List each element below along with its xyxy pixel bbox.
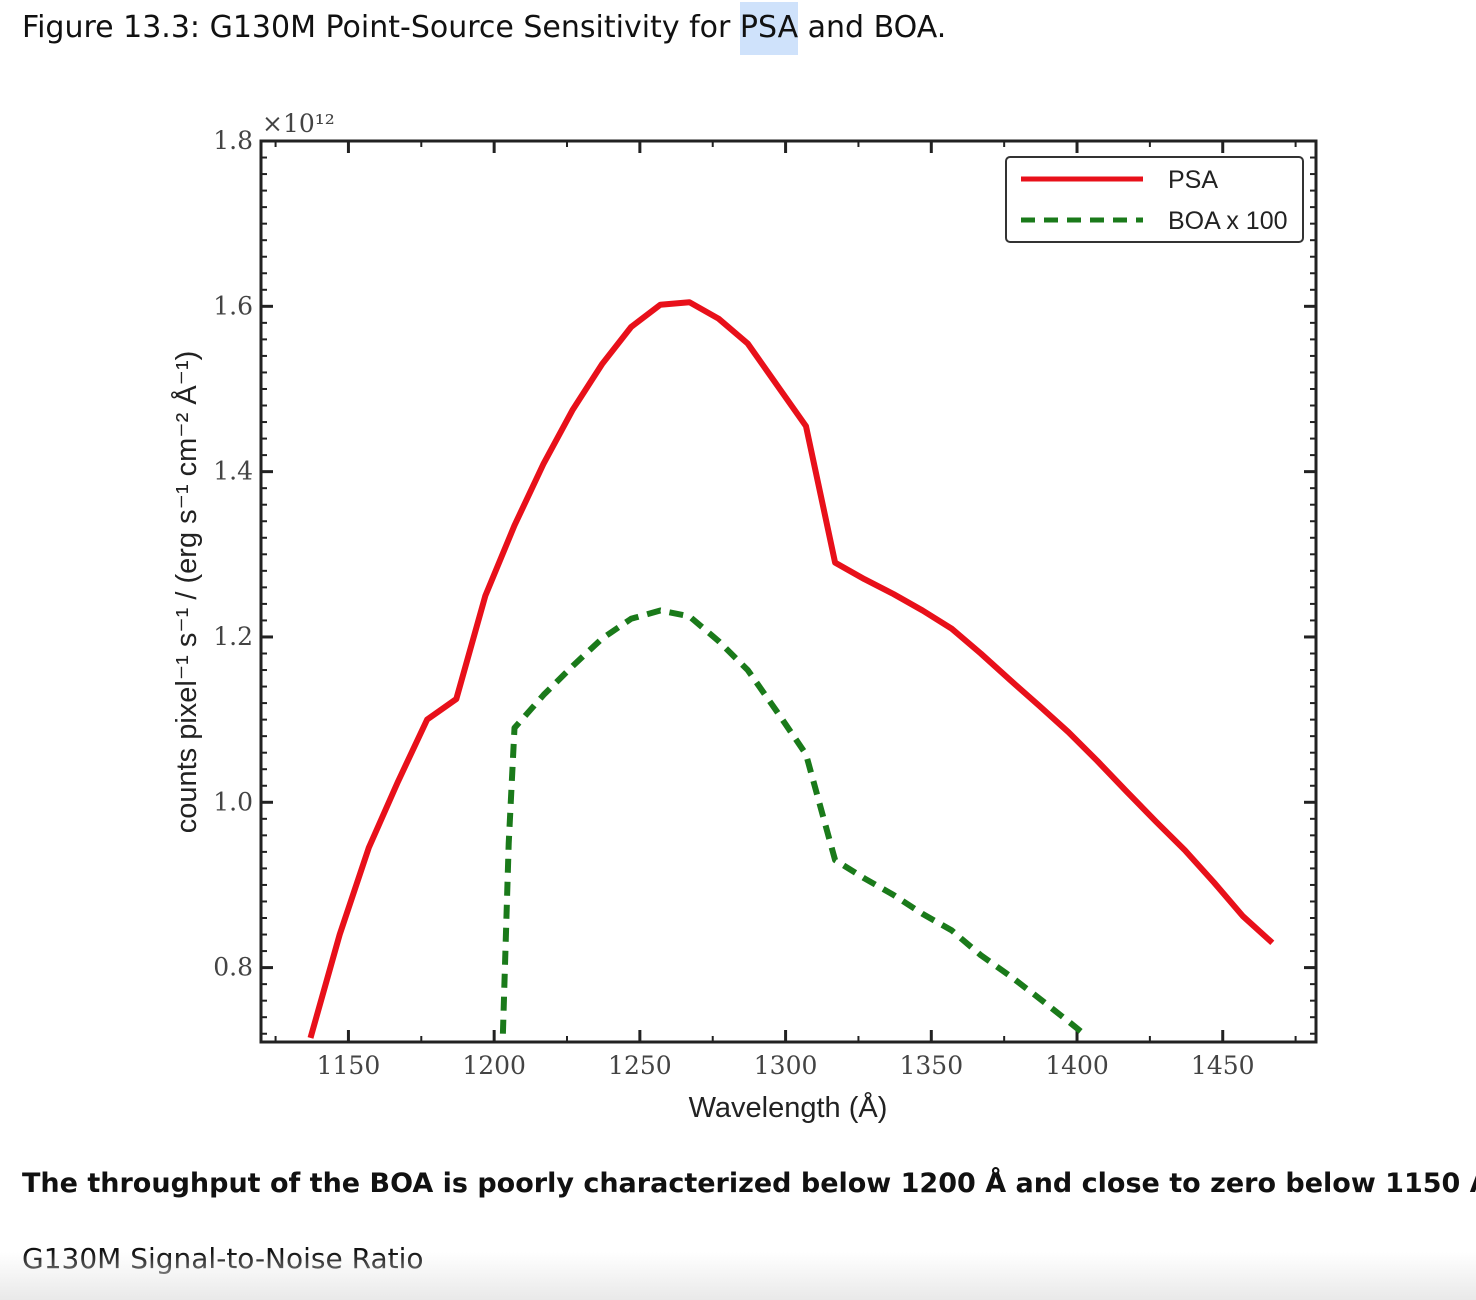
legend-label-psa: PSA (1168, 166, 1218, 194)
x-tick-label: 1200 (462, 1051, 526, 1080)
search-highlight: PSA (739, 2, 799, 55)
legend-label-boa: BOA x 100 (1168, 207, 1288, 235)
y-tick-labels: 0.8 1.0 1.2 1.4 1.6 1.8 (213, 126, 253, 982)
x-tick-label: 1250 (608, 1051, 672, 1080)
figure-title-end: and BOA. (798, 10, 947, 45)
y-tick-label: 1.8 (213, 126, 253, 155)
x-tick-label: 1400 (1045, 1051, 1109, 1080)
x-tick-label: 1300 (754, 1051, 818, 1080)
sensitivity-chart: 0.81.01.21.41.61.8 1150 1200 1250 1300 1350 1… (170, 109, 1318, 1124)
boa-series-line (499, 607, 1088, 1038)
x-tick-label: 1450 (1191, 1051, 1255, 1080)
figure-title: Figure 13.3: G130M Point-Source Sensitiv… (22, 2, 947, 55)
minor-ticks (261, 141, 1316, 1042)
legend: PSA BOA x 100 (1005, 156, 1304, 243)
y-axis-label: counts pixel⁻¹ s⁻¹ / (erg s⁻¹ cm⁻² Å⁻¹) (170, 351, 203, 834)
y-tick-label: 1.2 (213, 622, 253, 651)
major-ticks (261, 139, 1316, 1042)
figure-caption: The throughput of the BOA is poorly char… (22, 1168, 1476, 1199)
y-axis-multiplier: ×10¹² (262, 109, 335, 138)
section-heading: G130M Signal-to-Noise Ratio (22, 1242, 424, 1275)
y-tick-label: 1.4 (213, 457, 253, 486)
x-tick-labels: 1150 1200 1250 1300 1350 1400 1450 (317, 1051, 1255, 1080)
y-tick-label: 1.0 (213, 787, 253, 816)
y-tick-label: 0.8 (213, 953, 253, 982)
series-layer (307, 299, 1275, 1039)
plot-frame (259, 139, 1318, 1044)
psa-series-line (307, 299, 1275, 1039)
figure-title-start: Figure 13.3: G130M Point-Source Sensitiv… (22, 10, 740, 45)
y-tick-label: 1.6 (213, 291, 253, 320)
x-axis-label: Wavelength (Å) (689, 1091, 888, 1124)
x-tick-label: 1150 (317, 1051, 381, 1080)
x-tick-label: 1350 (899, 1051, 963, 1080)
